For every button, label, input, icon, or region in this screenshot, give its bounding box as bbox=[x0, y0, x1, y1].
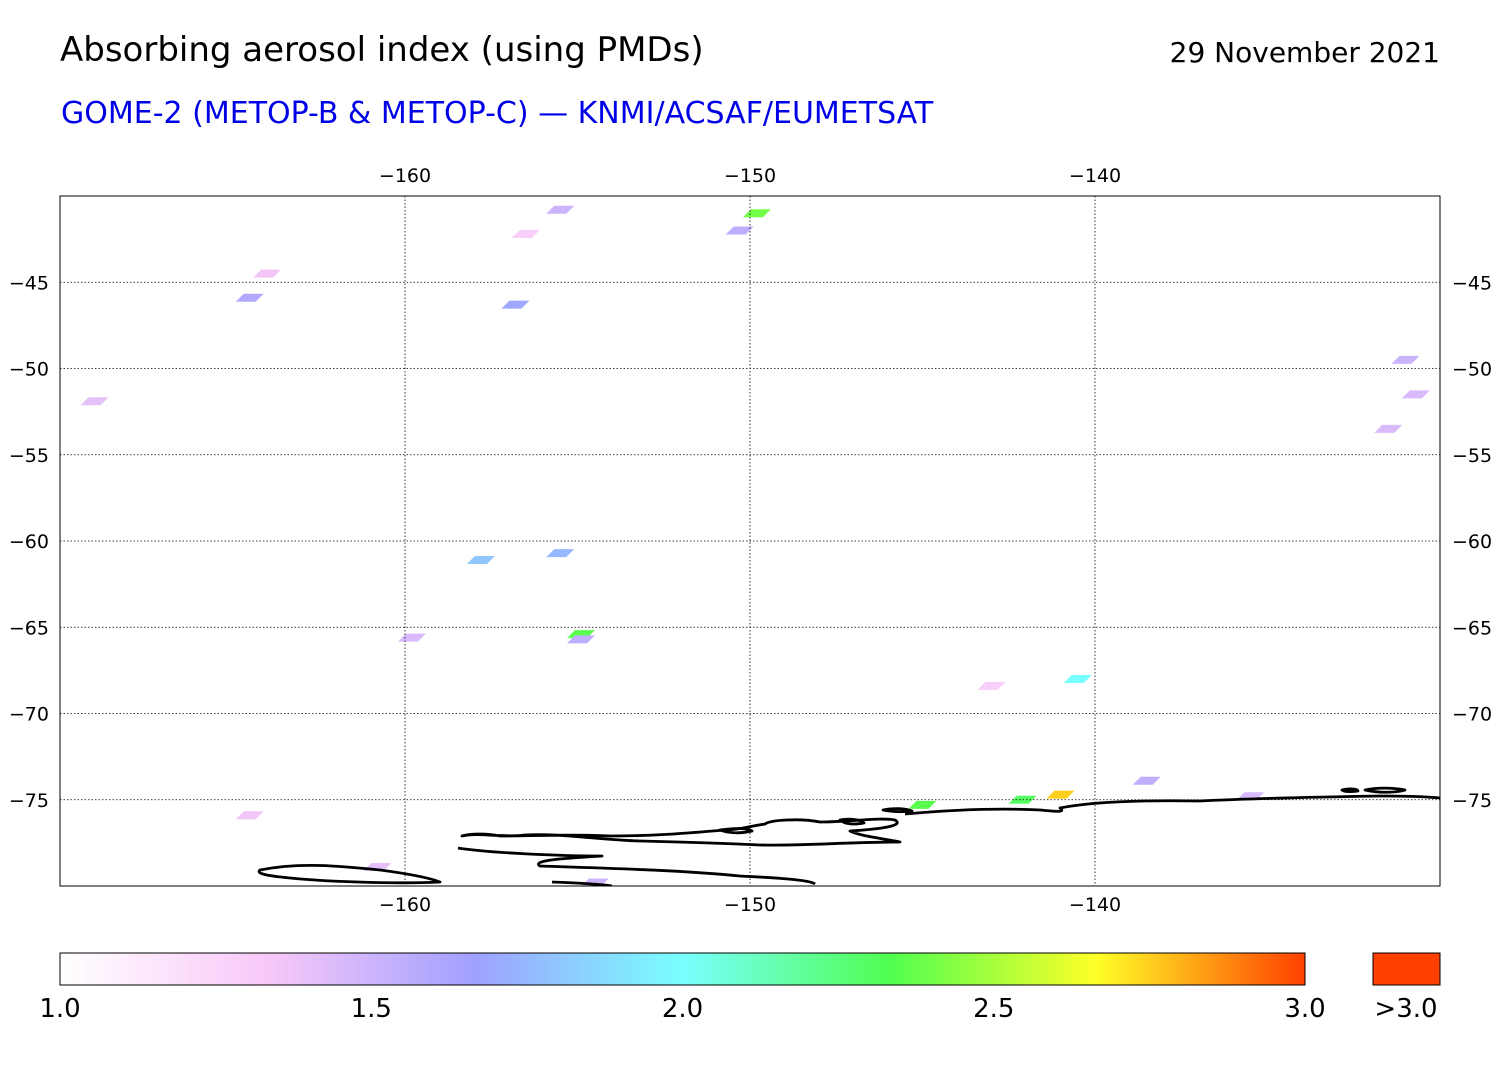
coastline-segment bbox=[1340, 787, 1360, 794]
lat-tick-label-left: −65 bbox=[9, 617, 49, 639]
colorbar-tick-label: 2.0 bbox=[661, 994, 704, 1024]
colorbar-tick-label: 1.5 bbox=[350, 994, 392, 1024]
aerosol-patch bbox=[725, 226, 754, 235]
colorbar-over-label: >3.0 bbox=[1374, 994, 1438, 1024]
lat-tick-label-left: −60 bbox=[9, 531, 49, 553]
coastline-segment bbox=[457, 846, 816, 886]
lon-tick-label-bottom: −160 bbox=[379, 894, 431, 916]
aerosol-patch bbox=[466, 555, 495, 564]
aerosol-patch bbox=[1063, 675, 1092, 683]
colorbar-over-box bbox=[1372, 952, 1441, 986]
lat-tick-label-left: −75 bbox=[9, 790, 49, 812]
colorbar-tick-label: 2.5 bbox=[973, 994, 1015, 1024]
lon-tick-label-bottom: −150 bbox=[724, 894, 776, 916]
colorbar bbox=[59, 952, 1306, 986]
lat-tick-label-left: −50 bbox=[9, 359, 49, 381]
aerosol-patch bbox=[1132, 776, 1161, 785]
coastline-segment bbox=[904, 794, 1440, 816]
lat-tick-label-right: −50 bbox=[1452, 359, 1492, 381]
coastline-segment bbox=[718, 827, 754, 835]
map-date: 29 November 2021 bbox=[1169, 36, 1440, 69]
lat-tick-label-right: −65 bbox=[1452, 617, 1492, 639]
lon-tick-label-bottom: −140 bbox=[1069, 894, 1121, 916]
lat-tick-label-right: −45 bbox=[1452, 272, 1492, 294]
aerosol-patch bbox=[908, 800, 937, 809]
colorbar-tick-label: 1.0 bbox=[39, 994, 81, 1024]
lat-tick-label-right: −55 bbox=[1452, 445, 1492, 467]
lon-tick-label-top: −160 bbox=[379, 165, 431, 187]
aerosol-patch bbox=[1391, 355, 1420, 364]
lat-tick-label-left: −70 bbox=[9, 704, 49, 726]
lat-tick-label-left: −45 bbox=[9, 272, 49, 294]
aerosol-patch bbox=[235, 811, 264, 820]
aerosol-patch bbox=[546, 205, 575, 214]
map-title: Absorbing aerosol index (using PMDs) bbox=[60, 30, 704, 70]
lat-tick-label-right: −75 bbox=[1452, 790, 1492, 812]
aerosol-patch bbox=[566, 635, 595, 644]
aerosol-patch bbox=[501, 300, 530, 309]
map-subtitle: GOME-2 (METOP-B & METOP-C) — KNMI/ACSAF/… bbox=[61, 96, 934, 131]
aerosol-patch bbox=[253, 269, 281, 278]
aerosol-patches bbox=[80, 205, 1430, 886]
coastline-segment bbox=[1363, 786, 1407, 794]
aerosol-patch bbox=[397, 633, 426, 642]
aerosol-patch bbox=[977, 681, 1006, 690]
lon-tick-label-top: −140 bbox=[1069, 165, 1121, 187]
coastline bbox=[257, 786, 1440, 886]
coastline-segment bbox=[881, 807, 914, 814]
aerosol-patch bbox=[1046, 790, 1075, 799]
lon-tick-label-top: −150 bbox=[724, 165, 776, 187]
aerosol-patch bbox=[80, 397, 109, 406]
plot-frame bbox=[59, 195, 1441, 887]
aerosol-patch bbox=[1401, 390, 1430, 399]
lat-tick-label-left: −55 bbox=[9, 445, 49, 467]
coastline-segment bbox=[460, 817, 902, 847]
colorbar-tick-label: 3.0 bbox=[1284, 994, 1326, 1024]
tick-labels: −160 −160 −150 −150 −140 −140 −45 −45 −50 −50 −55 −… bbox=[9, 165, 1492, 916]
aerosol-patch bbox=[235, 293, 264, 302]
aerosol-patch bbox=[511, 229, 540, 238]
aerosol-patch bbox=[742, 209, 771, 218]
lat-tick-label-right: −60 bbox=[1452, 531, 1492, 553]
aerosol-patch bbox=[546, 549, 575, 558]
coastline-segment bbox=[838, 817, 866, 826]
lat-tick-label-right: −70 bbox=[1452, 704, 1492, 726]
aerosol-patch bbox=[1374, 424, 1403, 433]
graticule bbox=[60, 196, 1440, 886]
coastline-segment bbox=[257, 863, 442, 885]
